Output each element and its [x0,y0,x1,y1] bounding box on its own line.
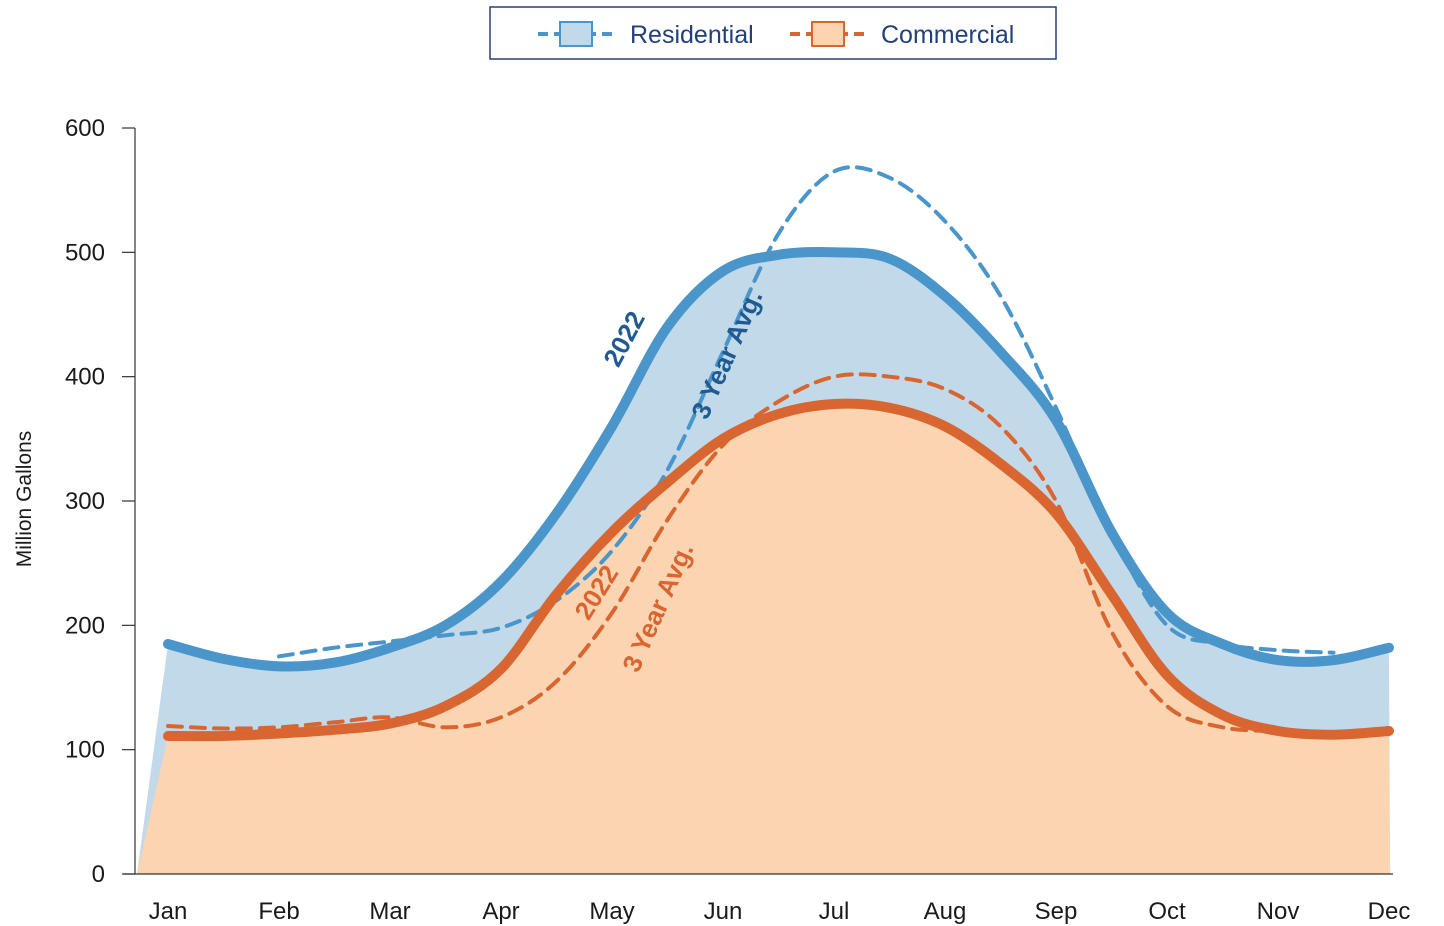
legend: Residential Commercial [489,6,1057,60]
commercial-3yr-avg-line [166,372,1280,733]
y-tick-label: 0 [92,861,105,888]
legend-commercial-swatch [811,21,845,47]
x-tick-label: Apr [482,898,519,925]
y-axis-title: Million Gallons [13,431,36,568]
x-tick-label: Nov [1257,898,1300,925]
commercial-2022-line [163,398,1394,742]
residential-3yr-avg-line [277,165,1336,659]
legend-item-commercial: Commercial [790,21,1014,49]
x-tick-label: Sep [1035,898,1078,925]
x-tick-label: May [589,898,634,925]
x-tick-label: Dec [1368,898,1411,925]
x-tick-label: Oct [1148,898,1186,925]
legend-residential-swatch [559,21,593,47]
y-tick-label: 200 [65,612,105,639]
x-tick-label: Aug [924,898,967,925]
x-tick-label: Jul [819,898,850,925]
line-layer [163,165,1394,742]
y-tick-label: 500 [65,239,105,266]
y-tick-label: 600 [65,115,105,142]
x-tick-label: Feb [258,898,299,925]
y-ticks: 0 100 200 300 400 500 600 [65,115,135,888]
legend-commercial-label: Commercial [881,21,1014,49]
area-layer [137,251,1390,874]
legend-residential-label: Residential [630,21,754,49]
residential-2022-line [163,247,1394,672]
commercial-area [137,403,1390,874]
y-tick-label: 400 [65,364,105,391]
x-tick-label: Jun [704,898,743,925]
x-tick-label: Jan [149,898,188,925]
x-ticks: Jan Feb Mar Apr May Jun Jul Aug Sep Oct Nov Dec [149,898,1411,925]
y-tick-label: 300 [65,488,105,515]
x-tick-label: Mar [369,898,410,925]
legend-item-residential: Residential [538,21,754,49]
axes: 0 100 200 300 400 500 600 Jan Feb Mar Apr May Jun Ju… [13,115,1410,925]
y-tick-label: 100 [65,737,105,764]
